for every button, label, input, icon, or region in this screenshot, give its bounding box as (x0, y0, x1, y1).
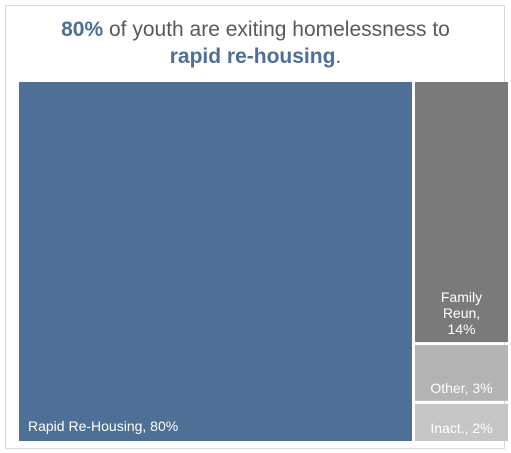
tile-family-reun (415, 82, 508, 343)
tile-inact (415, 403, 508, 441)
tile-other (415, 345, 508, 401)
title-text-1: of youth are exiting homelessness to (103, 18, 450, 41)
title-highlight-percent: 80% (61, 18, 104, 41)
title-text-end: . (335, 45, 342, 68)
title-highlight-rehousing: rapid re-housing (169, 45, 336, 68)
tile-label-family-reun: Family Reun, 14% (441, 289, 482, 337)
chart-title: 80% of youth are exiting homelessness to… (0, 16, 511, 70)
title-line-2: rapid re-housing. (0, 43, 511, 70)
title-line-1: 80% of youth are exiting homelessness to (0, 16, 511, 43)
tile-label-inact: Inact., 2% (430, 420, 492, 436)
tile-label-rapid-re-housing: Rapid Re-Housing, 80% (28, 418, 178, 434)
tile-rapid-re-housing (19, 82, 412, 441)
tile-label-other: Other, 3% (430, 380, 492, 396)
